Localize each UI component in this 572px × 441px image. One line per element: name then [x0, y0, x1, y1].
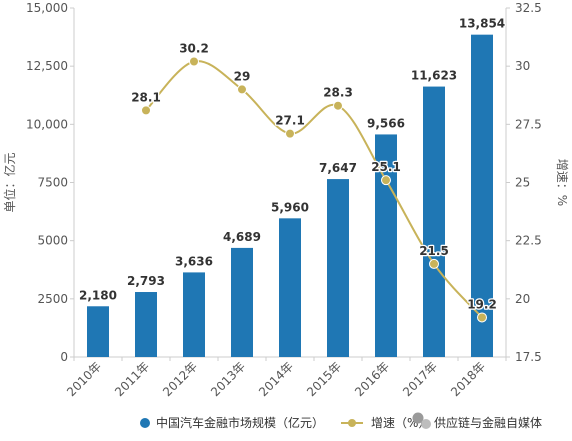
legend-marker-bar [140, 418, 150, 428]
line-point [285, 128, 295, 139]
right-tick-label: 20 [515, 292, 530, 306]
line-data-label: 28.3 [323, 86, 353, 100]
bar-data-label: 13,854 [459, 17, 505, 31]
line-point [333, 100, 343, 111]
left-tick-label: 0 [60, 350, 68, 364]
x-tick-label: 2012年 [160, 359, 200, 399]
bar-data-label: 3,636 [175, 254, 213, 268]
legend-label-bar: 中国汽车金融市场规模（亿元） [156, 415, 324, 430]
line-point [237, 84, 247, 95]
line-point [381, 175, 391, 186]
bar [279, 218, 301, 357]
bar [423, 86, 445, 357]
bar-data-label: 11,623 [411, 69, 457, 83]
bar [231, 247, 253, 357]
y-axis-title-left: 单位：亿元 [2, 152, 17, 212]
right-tick-label: 30 [515, 59, 530, 73]
x-tick-label: 2016年 [352, 359, 392, 399]
series-line-growth [145, 60, 483, 319]
x-tick-label: 2013年 [208, 359, 248, 399]
line-data-label: 19.2 [467, 297, 497, 311]
bar [471, 34, 493, 357]
line-data-label: 30.2 [179, 42, 209, 56]
x-tick-label: 2014年 [256, 359, 296, 399]
line-data-label: 21.5 [419, 244, 449, 258]
line-point [429, 258, 439, 269]
bar-data-label: 2,180 [79, 288, 117, 302]
left-tick-label: 12,500 [26, 59, 68, 73]
wechat-icon-bubble [421, 419, 431, 429]
right-tick-label: 32.5 [515, 1, 542, 15]
bar-data-label: 9,566 [367, 116, 405, 130]
line-data-label: 29 [234, 69, 251, 83]
x-tick-label: 2010年 [64, 359, 104, 399]
legend-marker-line-dot [348, 419, 356, 427]
left-tick-label: 15,000 [26, 1, 68, 15]
bar [87, 306, 109, 357]
x-tick-label: 2017年 [400, 359, 440, 399]
left-tick-label: 10,000 [26, 117, 68, 131]
line-point [141, 105, 151, 116]
line-data-label: 28.1 [131, 90, 161, 104]
line-data-label: 27.1 [275, 114, 305, 128]
right-tick-label: 27.5 [515, 117, 542, 131]
line-data-label: 25.1 [371, 160, 401, 174]
bar [135, 292, 157, 357]
line-point [189, 56, 199, 67]
wechat-icon [412, 412, 424, 424]
bar [183, 272, 205, 357]
watermark-label: 供应链与金融自媒体 [434, 415, 542, 430]
bar-data-label: 4,689 [223, 230, 261, 244]
right-tick-label: 22.5 [515, 234, 542, 248]
y-axis-title-right: 增速：% [555, 159, 569, 206]
left-tick-label: 5000 [37, 234, 68, 248]
bar-data-label: 2,793 [127, 274, 165, 288]
line-point [477, 312, 487, 323]
right-tick-label: 17.5 [515, 350, 542, 364]
bar [327, 179, 349, 357]
x-tick-label: 2018年 [448, 359, 488, 399]
x-tick-label: 2015年 [304, 359, 344, 399]
bar-data-label: 7,647 [319, 161, 357, 175]
left-tick-label: 7500 [37, 176, 68, 190]
x-tick-label: 2011年 [112, 359, 152, 399]
left-tick-label: 2500 [37, 292, 68, 306]
bar-data-label: 5,960 [271, 200, 309, 214]
right-tick-label: 25 [515, 176, 530, 190]
